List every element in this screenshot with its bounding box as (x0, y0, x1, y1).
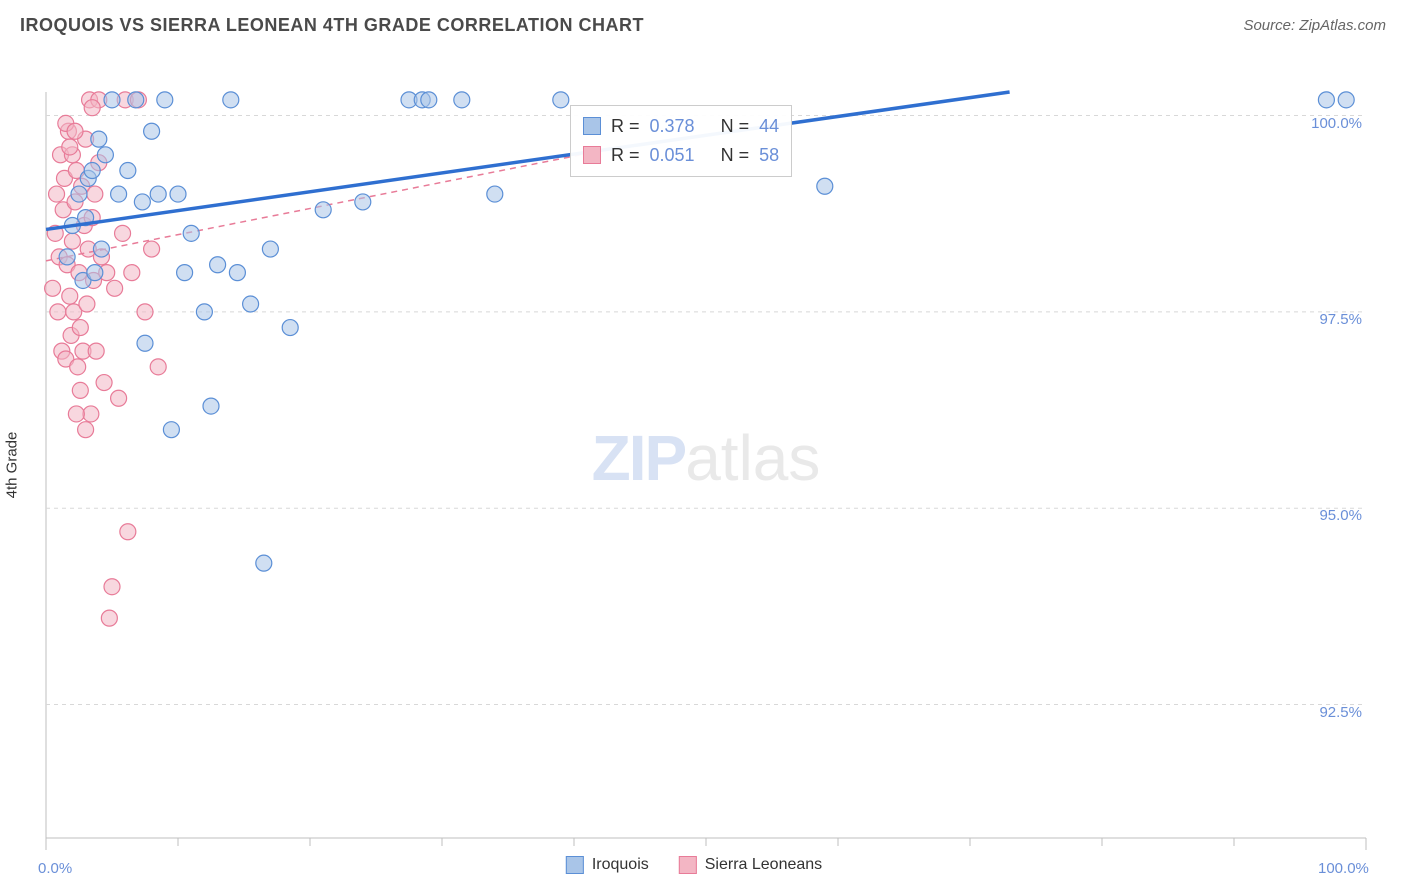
regression-line (46, 92, 1010, 229)
scatter-point (157, 92, 173, 108)
scatter-point (170, 186, 186, 202)
scatter-point (256, 555, 272, 571)
scatter-point (64, 233, 80, 249)
scatter-point (78, 422, 94, 438)
scatter-point (87, 186, 103, 202)
scatter-point (137, 304, 153, 320)
scatter-point (243, 296, 259, 312)
stat-r-label: R = (611, 112, 640, 141)
scatter-point (1338, 92, 1354, 108)
legend-swatch (566, 856, 584, 874)
stat-r-value: 0.051 (650, 141, 695, 170)
stats-row: R = 0.051 N = 58 (583, 141, 779, 170)
scatter-point (120, 524, 136, 540)
legend: Iroquois Sierra Leoneans (566, 856, 822, 874)
scatter-point (262, 241, 278, 257)
series-swatch (583, 146, 601, 164)
legend-item: Iroquois (566, 856, 649, 874)
scatter-point (124, 265, 140, 281)
scatter-point (183, 225, 199, 241)
scatter-point (128, 92, 144, 108)
stat-n-label: N = (721, 141, 750, 170)
scatter-point (150, 359, 166, 375)
scatter-point (111, 390, 127, 406)
scatter-point (68, 406, 84, 422)
scatter-point (355, 194, 371, 210)
scatter-point (84, 163, 100, 179)
scatter-point (115, 225, 131, 241)
scatter-point (150, 186, 166, 202)
scatter-point (45, 280, 61, 296)
y-tick-label: 92.5% (1319, 704, 1362, 721)
scatter-point (72, 382, 88, 398)
scatter-point (229, 265, 245, 281)
scatter-point (111, 186, 127, 202)
scatter-point (70, 359, 86, 375)
scatter-point (59, 249, 75, 265)
scatter-point (553, 92, 569, 108)
scatter-point (96, 375, 112, 391)
scatter-point (196, 304, 212, 320)
chart-title: IROQUOIS VS SIERRA LEONEAN 4TH GRADE COR… (20, 15, 644, 36)
scatter-point (203, 398, 219, 414)
y-tick-label: 100.0% (1311, 115, 1362, 132)
scatter-point (454, 92, 470, 108)
stat-n-label: N = (721, 112, 750, 141)
scatter-point (83, 406, 99, 422)
stats-row: R = 0.378 N = 44 (583, 112, 779, 141)
scatter-point (144, 123, 160, 139)
series-swatch (583, 117, 601, 135)
scatter-point (1318, 92, 1334, 108)
scatter-point (67, 123, 83, 139)
scatter-point (104, 579, 120, 595)
source-label: Source: ZipAtlas.com (1243, 17, 1386, 34)
scatter-point (71, 186, 87, 202)
header: IROQUOIS VS SIERRA LEONEAN 4TH GRADE COR… (0, 0, 1406, 42)
scatter-point (134, 194, 150, 210)
scatter-point (210, 257, 226, 273)
scatter-point (163, 422, 179, 438)
legend-swatch (679, 856, 697, 874)
legend-item: Sierra Leoneans (679, 856, 822, 874)
scatter-point (101, 610, 117, 626)
scatter-point (137, 335, 153, 351)
scatter-point (93, 241, 109, 257)
scatter-point (97, 147, 113, 163)
scatter-point (144, 241, 160, 257)
x-tick-label: 100.0% (1318, 860, 1369, 877)
scatter-point (282, 320, 298, 336)
scatter-point (87, 265, 103, 281)
y-tick-label: 95.0% (1319, 507, 1362, 524)
stat-r-label: R = (611, 141, 640, 170)
scatter-point (72, 320, 88, 336)
y-tick-label: 97.5% (1319, 311, 1362, 328)
stat-n-value: 58 (759, 141, 779, 170)
scatter-point (120, 163, 136, 179)
correlation-stats-box: R = 0.378 N = 44 R = 0.051 N = 58 (570, 105, 792, 177)
scatter-point (49, 186, 65, 202)
legend-label: Sierra Leoneans (705, 856, 822, 874)
scatter-point (487, 186, 503, 202)
scatter-point (817, 178, 833, 194)
chart-container: 4th Grade ZIPatlas R = 0.378N = 44R = 0.… (0, 42, 1388, 863)
scatter-point (177, 265, 193, 281)
scatter-point (79, 296, 95, 312)
scatter-point (62, 139, 78, 155)
scatter-point (315, 202, 331, 218)
scatter-point (88, 343, 104, 359)
y-axis-label: 4th Grade (4, 432, 21, 499)
scatter-point (84, 100, 100, 116)
scatter-point (107, 280, 123, 296)
stat-r-value: 0.378 (650, 112, 695, 141)
scatter-point (62, 288, 78, 304)
scatter-point (421, 92, 437, 108)
scatter-point (104, 92, 120, 108)
scatter-point (91, 131, 107, 147)
stat-n-value: 44 (759, 112, 779, 141)
scatter-point (223, 92, 239, 108)
scatter-point (50, 304, 66, 320)
legend-label: Iroquois (592, 856, 649, 874)
x-tick-label: 0.0% (38, 860, 72, 877)
